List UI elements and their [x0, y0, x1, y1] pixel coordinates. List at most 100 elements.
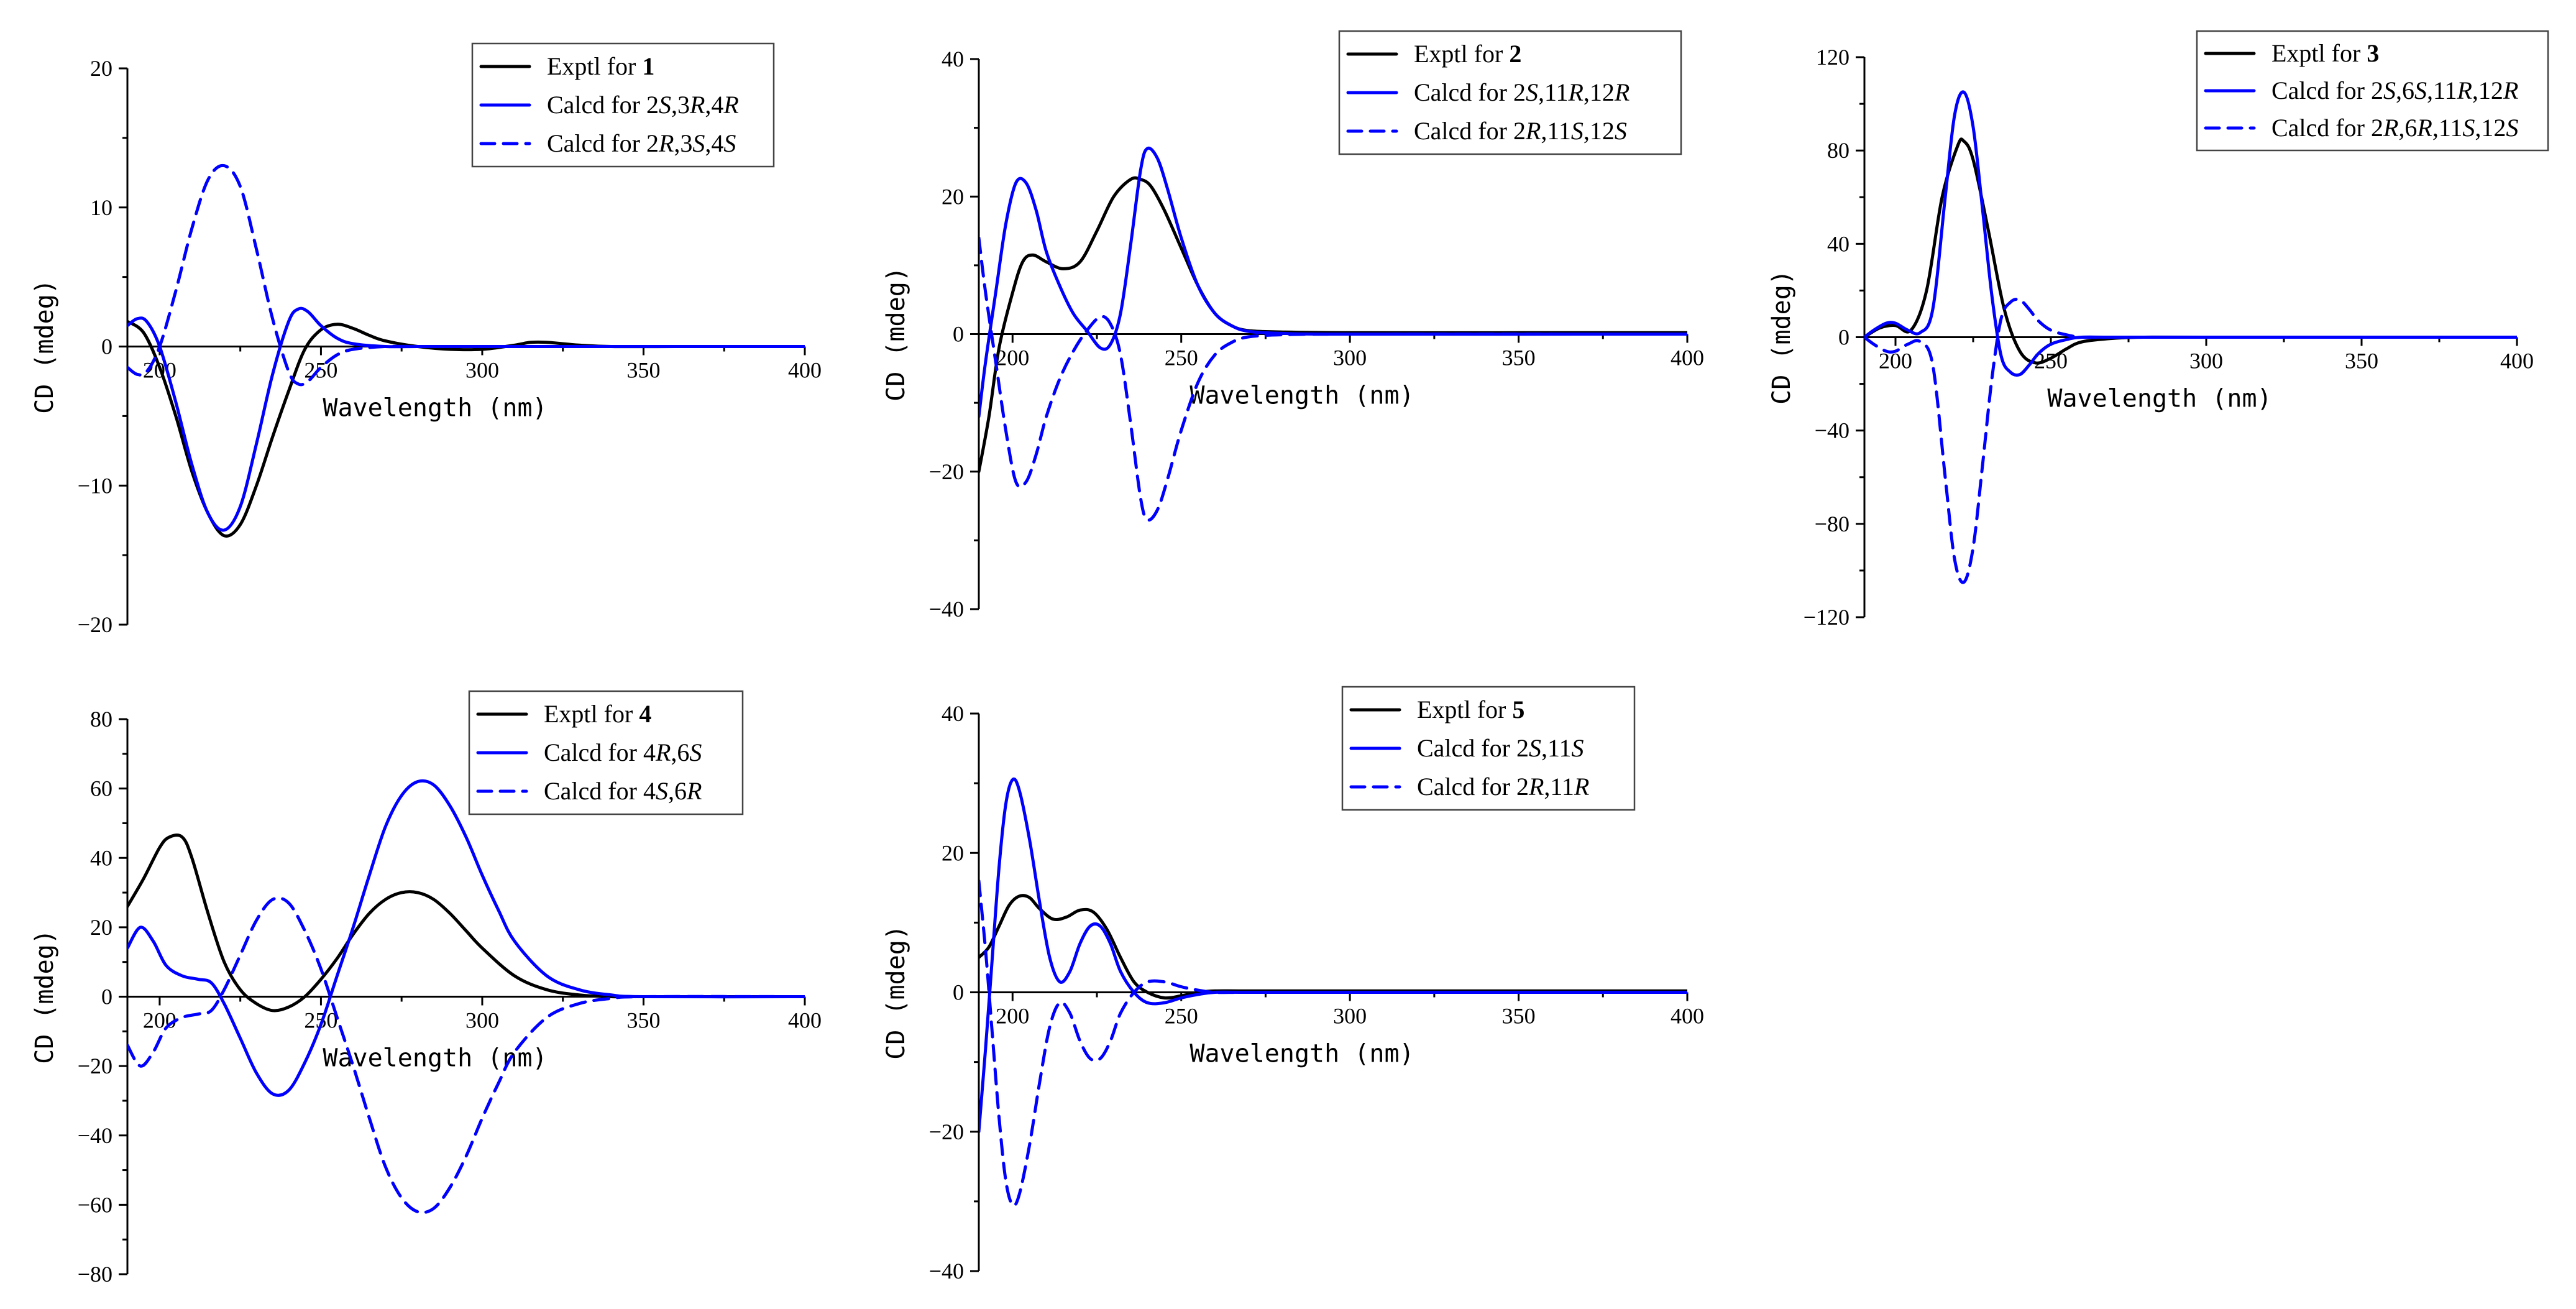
x-axis-title: Wavelength (nm) — [1189, 382, 1414, 410]
series-line-3 — [979, 879, 1687, 1208]
y-tick-label: 80 — [90, 707, 112, 732]
y-axis-title: CD (mdeg) — [30, 279, 59, 414]
legend-label-part: ,11 — [1541, 117, 1571, 145]
legend-label-part: ,11 — [1538, 78, 1569, 106]
legend-label: Exptl for 5 — [1417, 696, 1524, 723]
legend-label-part: ,12 — [1584, 78, 1615, 106]
legend-label-part: ,11 — [2427, 76, 2457, 104]
series-line-3 — [127, 896, 805, 1215]
x-tick-label: 300 — [465, 358, 499, 383]
legend-label-part: Calcd for 2 — [1414, 117, 1526, 145]
x-tick-label: 400 — [2500, 349, 2534, 374]
y-tick-label: −80 — [78, 1262, 112, 1287]
y-tick-label: 0 — [953, 980, 964, 1005]
series-line-3 — [1864, 297, 2517, 584]
legend-label-part: R — [686, 777, 702, 805]
y-tick-label: −20 — [929, 1119, 964, 1144]
legend-label-part: 1 — [642, 52, 654, 80]
legend-label-part: S — [659, 91, 671, 119]
legend-label-part: R — [1567, 78, 1583, 106]
y-tick-label: 0 — [101, 985, 112, 1009]
series-line-3 — [979, 236, 1687, 522]
y-tick-label: 40 — [1827, 231, 1849, 256]
legend-label-part: ,11 — [1544, 773, 1574, 801]
legend-label-part: 5 — [1512, 696, 1524, 723]
y-axis-title: CD (mdeg) — [1767, 270, 1796, 405]
legend-label-part: R — [2383, 114, 2398, 142]
legend-label: Exptl for 4 — [544, 700, 651, 728]
legend-label-part: S — [656, 777, 668, 805]
y-tick-label: −80 — [1815, 512, 1849, 536]
legend-label-part: ,6 — [2398, 114, 2417, 142]
legend-label-part: ,6 — [668, 777, 687, 805]
y-tick-label: −20 — [929, 459, 964, 484]
series-line-2 — [127, 779, 805, 1097]
legend-label-part: R — [1528, 773, 1544, 801]
legend-label-part: Exptl for — [544, 700, 639, 728]
legend-label-part: Exptl for — [547, 52, 642, 80]
x-axis-title: Wavelength (nm) — [2047, 385, 2271, 413]
y-tick-label: 20 — [942, 840, 964, 865]
x-tick-label: 250 — [1165, 1004, 1198, 1029]
legend-label: Calcd for 4S,6R — [544, 777, 702, 805]
x-axis-title: Wavelength (nm) — [1189, 1040, 1414, 1068]
chart-panel-2: −40 −20 0 20 40 200 250 300 350 400 Wavelength (nm… — [882, 30, 1704, 622]
legend-label-part: ,3 — [674, 129, 692, 157]
y-tick-label: −40 — [929, 597, 964, 622]
x-axis-title: Wavelength (nm) — [323, 1044, 547, 1073]
x-tick-label: 350 — [626, 1008, 660, 1033]
x-tick-label: 350 — [626, 358, 660, 383]
y-tick-label: 0 — [101, 334, 112, 359]
legend-label: Calcd for 2S,6S,11R,12R — [2271, 76, 2518, 104]
y-tick-label: −120 — [1804, 605, 1849, 630]
legend-label-part: ,12 — [2472, 76, 2503, 104]
legend-label: Calcd for 2S,3R,4R — [547, 91, 739, 119]
x-tick-label: 400 — [788, 358, 822, 383]
y-tick-label: 20 — [90, 56, 112, 81]
y-tick-label: 0 — [953, 322, 964, 347]
legend-label: Exptl for 2 — [1414, 40, 1521, 68]
legend-label-part: S — [1526, 78, 1538, 106]
x-tick-label: 200 — [143, 1008, 176, 1033]
x-tick-label: 350 — [2345, 349, 2378, 374]
legend-label-part: R — [1525, 117, 1541, 145]
legend-label-part: Calcd for 4 — [544, 777, 656, 805]
legend-label-part: ,3 — [671, 91, 690, 119]
y-tick-label: 40 — [90, 845, 112, 870]
legend-label-part: Exptl for — [2271, 39, 2367, 67]
y-tick-label: 0 — [1838, 325, 1849, 350]
y-tick-label: 20 — [90, 915, 112, 940]
legend-label-part: R — [658, 129, 674, 157]
legend-label-part: R — [689, 91, 705, 119]
y-axis-title: CD (mdeg) — [30, 929, 59, 1064]
y-tick-label: −40 — [1815, 418, 1849, 443]
y-tick-label: −20 — [78, 1054, 112, 1078]
legend-label-part: Calcd for 2 — [2271, 114, 2383, 142]
y-tick-label: 10 — [90, 195, 112, 220]
legend-label-part: S — [1615, 117, 1627, 145]
legend-label-part: ,6 — [671, 738, 689, 766]
legend-label-part: Calcd for 2 — [1417, 734, 1529, 762]
series-line-3 — [127, 163, 805, 387]
y-axis-title: CD (mdeg) — [882, 267, 910, 402]
x-tick-label: 200 — [996, 1004, 1029, 1029]
legend-label-part: R — [2416, 114, 2432, 142]
x-tick-label: 300 — [2189, 349, 2223, 374]
legend-label-part: R — [1614, 78, 1629, 106]
legend-label-part: ,11 — [2432, 114, 2463, 142]
legend-label-part: Calcd for 2 — [2271, 76, 2383, 104]
legend-label: Calcd for 2S,11S — [1417, 734, 1584, 762]
legend-label-part: S — [2414, 76, 2427, 104]
legend-label-part: 4 — [639, 700, 651, 728]
y-tick-label: 60 — [90, 776, 112, 801]
y-tick-label: −60 — [78, 1192, 112, 1217]
x-tick-label: 300 — [1333, 346, 1367, 370]
legend-label-part: Calcd for 2 — [1414, 78, 1526, 106]
legend-label-part: ,11 — [1541, 734, 1572, 762]
